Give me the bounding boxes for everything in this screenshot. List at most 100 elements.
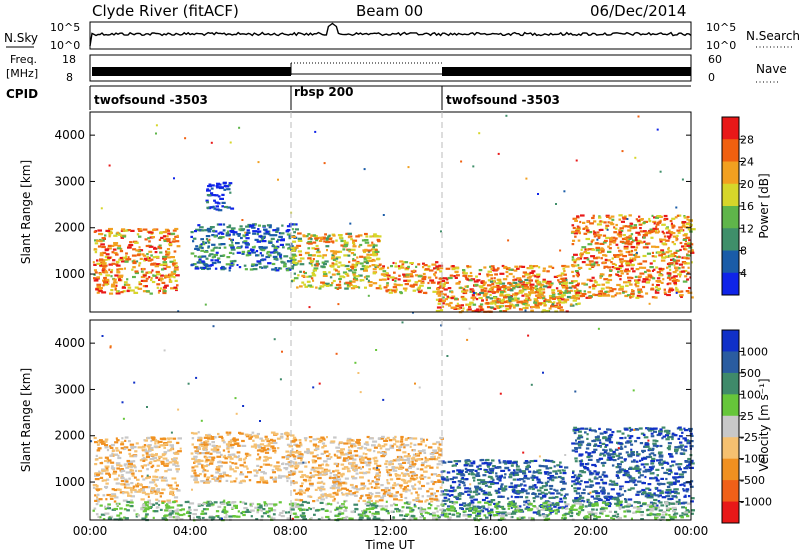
echo-cell bbox=[273, 465, 277, 468]
echo-cell bbox=[406, 275, 410, 278]
echo-cell bbox=[237, 234, 241, 237]
echo-cell bbox=[433, 492, 436, 495]
echo-cell bbox=[222, 229, 226, 232]
echo-cell bbox=[98, 498, 103, 501]
echo-cell bbox=[658, 267, 662, 270]
echo-cell bbox=[120, 447, 124, 450]
echo-cell bbox=[254, 446, 257, 449]
ytick-label: 2000 bbox=[54, 221, 85, 235]
echo-cell bbox=[505, 267, 509, 271]
echo-cell bbox=[320, 498, 325, 501]
echo-cell bbox=[574, 235, 577, 238]
echo-cell bbox=[442, 302, 445, 305]
echo-cell bbox=[648, 448, 654, 452]
echo-cell bbox=[429, 458, 433, 461]
echo-cell bbox=[130, 499, 133, 502]
echo-cell bbox=[427, 265, 431, 268]
echo-cell bbox=[252, 439, 255, 442]
echo-cell bbox=[215, 251, 219, 254]
echo-cell bbox=[278, 474, 281, 477]
echo-cell bbox=[156, 464, 160, 467]
echo-cell bbox=[598, 251, 602, 254]
echo-cell bbox=[165, 265, 171, 269]
echo-cell bbox=[632, 481, 636, 484]
echo-cell bbox=[310, 277, 314, 280]
echo-cell bbox=[478, 269, 483, 272]
echo-cell bbox=[142, 279, 148, 283]
echo-cell bbox=[627, 229, 632, 232]
echo-cell bbox=[598, 215, 601, 218]
echo-cell bbox=[274, 451, 277, 454]
echo-cell bbox=[573, 483, 577, 486]
echo-cell bbox=[471, 508, 475, 511]
echo-cell bbox=[406, 484, 410, 488]
echo-cell bbox=[284, 432, 287, 435]
echo-cell bbox=[345, 232, 348, 235]
echo-cell bbox=[322, 482, 326, 485]
colorbar-swatch bbox=[722, 250, 739, 274]
echo-cell bbox=[283, 263, 286, 266]
echo-cell bbox=[381, 278, 387, 281]
echo-cell bbox=[349, 483, 354, 487]
echo-cell bbox=[190, 452, 194, 455]
echo-cell bbox=[127, 246, 132, 249]
echo-cell bbox=[675, 463, 680, 466]
echo-cell bbox=[298, 439, 302, 442]
echo-cell bbox=[276, 240, 279, 243]
echo-cell bbox=[137, 469, 143, 473]
echo-cell bbox=[264, 451, 270, 454]
echo-cell bbox=[211, 456, 216, 459]
echo-cell bbox=[214, 259, 220, 262]
echo-cell bbox=[126, 278, 129, 281]
echo-cell bbox=[679, 241, 683, 245]
echo-cell bbox=[574, 270, 579, 273]
echo-cell bbox=[619, 488, 623, 491]
echo-cell bbox=[645, 278, 649, 281]
echo-cell bbox=[517, 490, 521, 494]
echo-cell bbox=[498, 298, 501, 301]
echo-cell bbox=[518, 278, 522, 282]
echo-cell bbox=[685, 262, 690, 265]
echo-cell bbox=[99, 240, 103, 243]
echo-cell bbox=[454, 297, 458, 300]
echo-cell bbox=[578, 436, 584, 439]
echo-cell bbox=[151, 438, 156, 441]
echo-cell bbox=[408, 489, 411, 492]
echo-cell bbox=[227, 450, 230, 453]
echo-cell bbox=[94, 458, 97, 461]
echo-cell bbox=[328, 493, 332, 496]
echo-cell bbox=[435, 298, 439, 301]
echo-cell bbox=[636, 243, 640, 246]
echo-cell bbox=[374, 250, 380, 253]
echo-cell bbox=[565, 285, 569, 288]
echo-cell bbox=[648, 302, 651, 305]
echo-cell bbox=[681, 221, 687, 224]
echo-cell bbox=[399, 440, 404, 443]
echo-cell bbox=[104, 444, 109, 447]
echo-cell bbox=[432, 482, 435, 486]
echo-cell bbox=[235, 456, 240, 459]
echo-cell bbox=[585, 485, 589, 488]
echo-cell bbox=[389, 492, 394, 496]
echo-cell bbox=[400, 438, 404, 441]
echo-cell bbox=[318, 487, 321, 490]
echo-cell bbox=[192, 237, 197, 240]
echo-cell bbox=[207, 241, 211, 244]
echo-cell bbox=[416, 458, 422, 461]
echo-cell bbox=[256, 240, 262, 243]
echo-cell bbox=[177, 450, 182, 453]
echo-cell bbox=[132, 488, 137, 492]
echo-cell bbox=[154, 453, 158, 456]
echo-cell bbox=[358, 245, 361, 248]
echo-cell bbox=[219, 231, 223, 234]
echo-cell bbox=[230, 443, 235, 446]
echo-cell bbox=[201, 470, 205, 473]
echo-cell bbox=[434, 451, 439, 454]
echo-cell bbox=[477, 293, 481, 296]
echo-cell bbox=[501, 298, 505, 301]
echo-cell bbox=[541, 513, 545, 516]
echo-cell bbox=[634, 275, 638, 278]
echo-cell bbox=[404, 472, 408, 475]
echo-cell bbox=[499, 272, 505, 275]
